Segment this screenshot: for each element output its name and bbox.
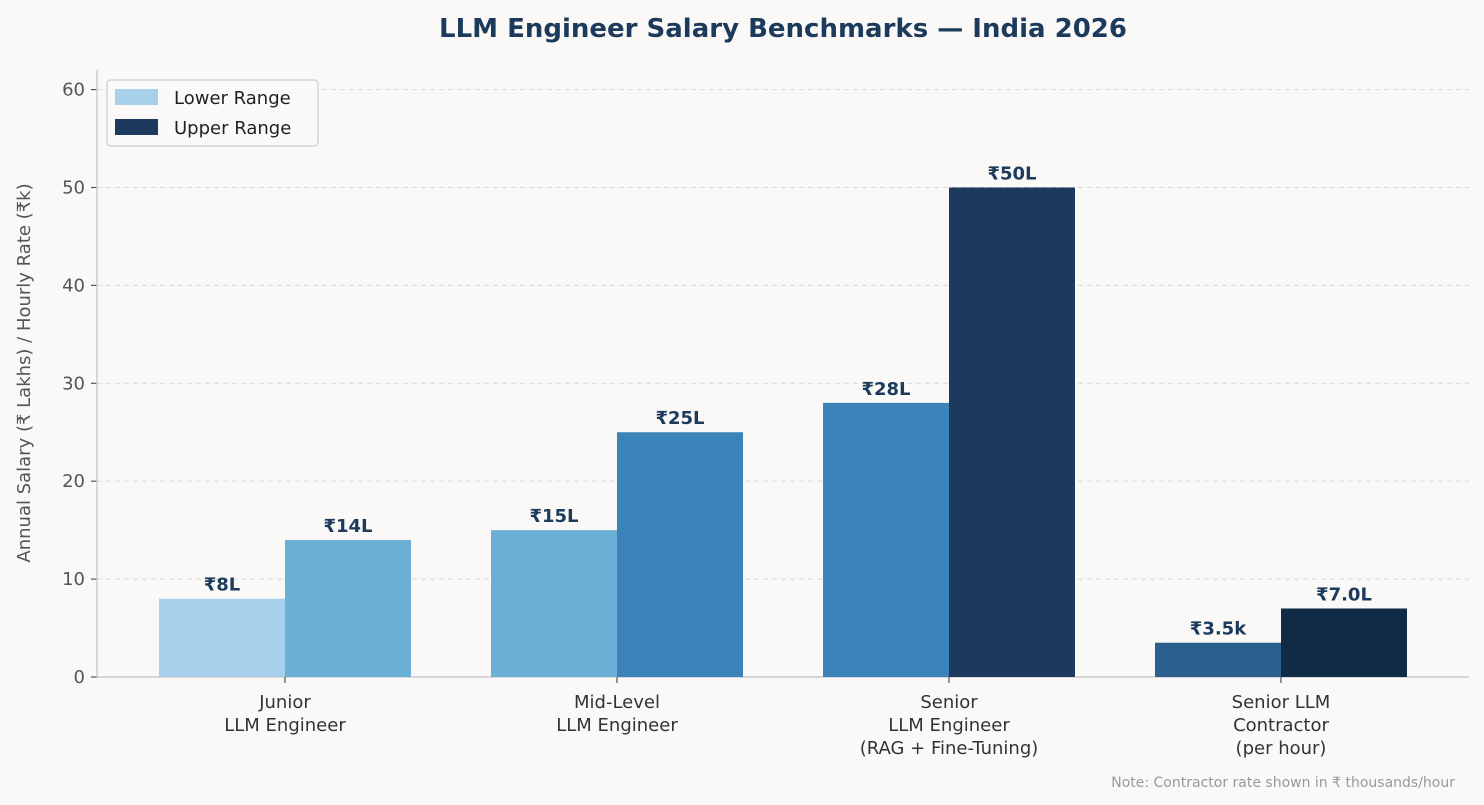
legend-swatch: [115, 119, 158, 135]
data-label: ₹15L: [529, 506, 578, 527]
data-label: ₹8L: [204, 575, 241, 596]
y-tick-label: 50: [62, 177, 85, 198]
y-tick-label: 30: [62, 373, 85, 394]
x-tick-label: LLM Engineer: [556, 715, 678, 736]
data-label: ₹7.0L: [1316, 584, 1372, 605]
bar: [285, 539, 411, 677]
legend: Lower Range Upper Range: [106, 79, 319, 147]
bar: [949, 187, 1075, 677]
bars: [159, 187, 1407, 677]
y-tick-labels: 0 10 20 30 40 50 60: [62, 80, 85, 688]
legend-label: Lower Range: [174, 88, 291, 109]
bar: [491, 530, 617, 677]
chart-title: LLM Engineer Salary Benchmarks — India 2…: [439, 14, 1127, 44]
data-label: ₹14L: [323, 516, 372, 537]
legend-label: Upper Range: [174, 118, 291, 139]
x-tick-label: Senior LLM: [1232, 692, 1331, 713]
legend-swatch: [115, 89, 158, 105]
x-tick-label: Senior: [920, 692, 978, 713]
data-label: ₹25L: [655, 408, 704, 429]
y-tick-label: 60: [62, 80, 85, 101]
grid-lines: [97, 88, 1469, 580]
bar: [159, 598, 285, 677]
x-tick-label: (RAG + Fine-Tuning): [860, 738, 1039, 759]
bar: [1281, 608, 1407, 677]
x-tick-label: Mid-Level: [574, 692, 660, 713]
bar: [823, 402, 949, 677]
y-tick-label: 0: [74, 667, 85, 688]
bar: [617, 432, 743, 677]
y-tick-label: 10: [62, 569, 85, 590]
x-tick-label: Contractor: [1233, 715, 1329, 736]
data-label: ₹50L: [987, 163, 1036, 184]
y-tick-label: 40: [62, 275, 85, 296]
x-tick-label: Junior: [258, 692, 311, 713]
x-tick-label: LLM Engineer: [888, 715, 1010, 736]
footnote: Note: Contractor rate shown in ₹ thousan…: [1111, 775, 1455, 791]
y-tick-label: 20: [62, 471, 85, 492]
legend-box: [106, 79, 319, 147]
x-tick-label: LLM Engineer: [224, 715, 346, 736]
y-axis-label: Annual Salary (₹ Lakhs) / Hourly Rate (₹…: [14, 183, 35, 562]
data-label: ₹3.5k: [1190, 619, 1247, 640]
data-labels: ₹8L ₹14L ₹15L ₹25L ₹28L ₹50L ₹3.5k ₹7.0L: [204, 163, 1372, 639]
data-label: ₹28L: [861, 379, 910, 400]
bar: [1155, 642, 1281, 677]
x-tick-label: (per hour): [1236, 738, 1327, 759]
